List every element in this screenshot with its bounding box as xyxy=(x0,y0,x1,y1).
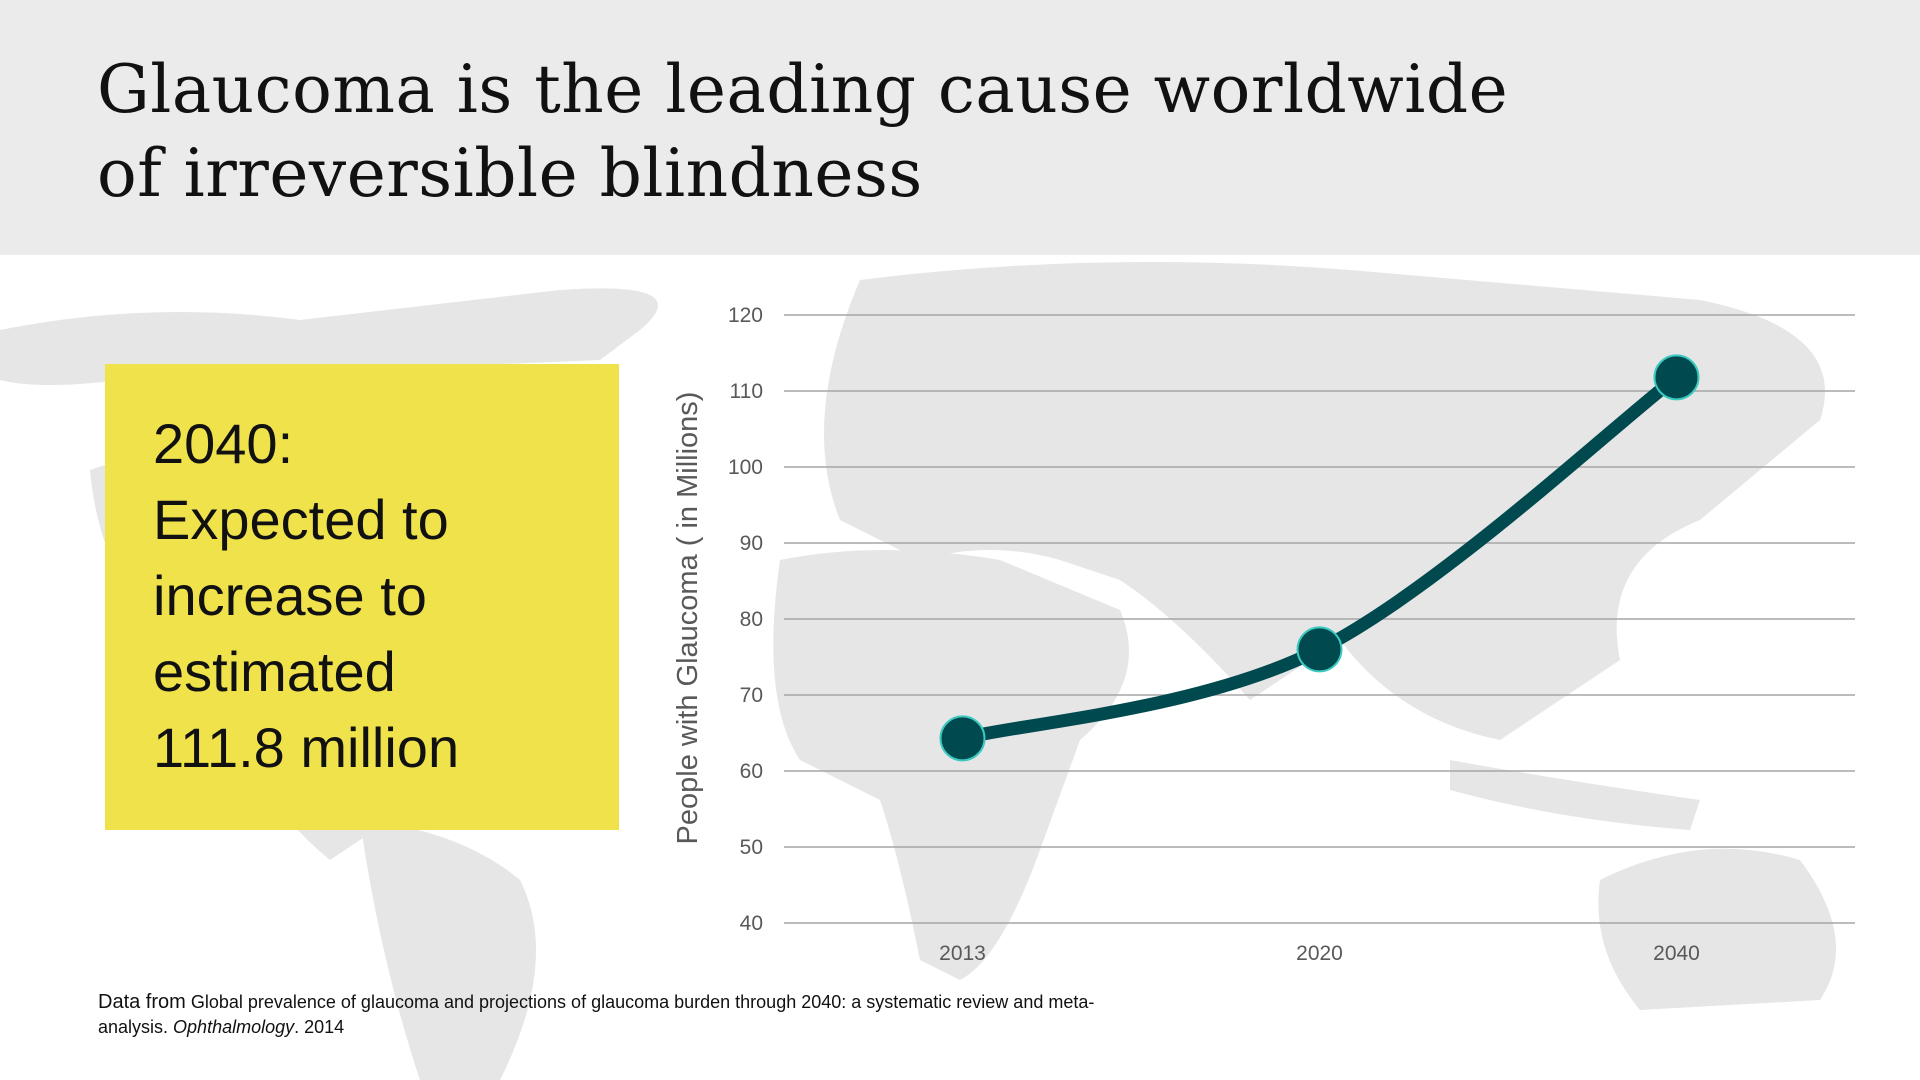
y-tick-label: 40 xyxy=(740,912,763,935)
page-title: Glaucoma is the leading cause worldwide … xyxy=(97,48,1508,216)
y-tick-label: 70 xyxy=(740,684,763,707)
projection-callout: 2040: Expected to increase to estimated … xyxy=(105,364,619,830)
y-axis-label: People with Glaucoma ( in Millions) xyxy=(672,392,704,845)
title-line-1: Glaucoma is the leading cause worldwide xyxy=(97,51,1509,128)
y-tick-label: 120 xyxy=(728,304,763,327)
callout-line: increase to xyxy=(153,564,427,627)
citation-year: . 2014 xyxy=(294,1017,345,1037)
y-tick-label: 60 xyxy=(740,760,763,783)
callout-year: 2040: xyxy=(153,412,294,475)
callout-value: 111.8 million xyxy=(153,716,460,779)
y-tick-label: 80 xyxy=(740,608,763,631)
y-tick-label: 100 xyxy=(728,456,763,479)
source-citation: Data from Global prevalence of glaucoma … xyxy=(98,990,1098,1040)
header-band: Glaucoma is the leading cause worldwide … xyxy=(0,0,1920,255)
callout-line: Expected to xyxy=(153,488,449,551)
x-tick-label: 2013 xyxy=(939,942,986,965)
series-line xyxy=(956,370,1683,745)
y-tick-label: 110 xyxy=(730,380,763,403)
data-point xyxy=(1296,626,1343,673)
title-line-2: of irreversible blindness xyxy=(97,135,923,212)
citation-lead: Data from xyxy=(98,991,186,1013)
x-tick-label: 2020 xyxy=(1296,942,1343,965)
citation-title: Global prevalence of glaucoma and projec… xyxy=(98,992,1095,1037)
citation-journal: Ophthalmology xyxy=(173,1017,295,1037)
data-point xyxy=(1653,354,1700,401)
data-point xyxy=(939,715,986,762)
y-tick-label: 90 xyxy=(740,532,763,555)
x-tick-label: 2040 xyxy=(1653,942,1700,965)
callout-line: estimated xyxy=(153,640,396,703)
y-tick-label: 50 xyxy=(740,836,763,859)
